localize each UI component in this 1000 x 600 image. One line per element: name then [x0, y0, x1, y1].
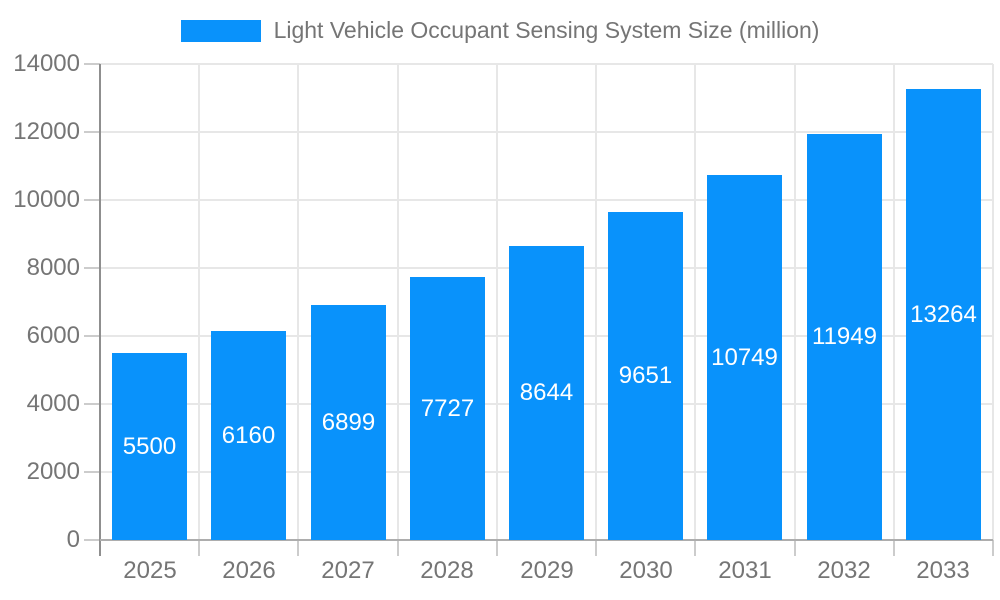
- bar[interactable]: 10749: [707, 175, 782, 540]
- bar-value-label: 8644: [519, 379, 574, 406]
- x-tick-label: 2031: [718, 557, 772, 584]
- bar-value-label: 10749: [711, 343, 778, 371]
- y-tick-label: 0: [66, 526, 80, 553]
- x-axis-line: [100, 539, 993, 541]
- gridline-vertical: [794, 64, 796, 540]
- y-axis-line: [99, 64, 101, 556]
- chart-title: Light Vehicle Occupant Sensing System Si…: [273, 17, 820, 43]
- y-tick-label: 8000: [26, 254, 80, 281]
- gridline-horizontal: [100, 131, 993, 133]
- bar-value-label: 11949: [812, 323, 877, 350]
- y-axis-tick: [84, 403, 100, 405]
- y-tick-label: 10000: [13, 186, 80, 213]
- gridline-horizontal: [100, 199, 993, 201]
- gridline-vertical: [397, 64, 399, 540]
- bar[interactable]: 8644: [509, 246, 584, 540]
- legend-swatch: [180, 19, 261, 42]
- bar[interactable]: 13264: [906, 89, 981, 540]
- gridline-horizontal: [100, 63, 993, 65]
- x-axis-tick: [397, 540, 399, 556]
- gridline-vertical: [496, 64, 498, 540]
- x-tick-label: 2027: [321, 557, 375, 584]
- bar-value-label: 6160: [221, 421, 276, 449]
- y-axis-tick: [84, 131, 100, 133]
- bar[interactable]: 7727: [410, 277, 485, 540]
- bar[interactable]: 6899: [311, 305, 386, 540]
- gridline-vertical: [198, 64, 200, 540]
- x-axis-tick: [992, 540, 994, 556]
- gridline-vertical: [992, 64, 994, 540]
- y-tick-label: 12000: [13, 118, 80, 145]
- gridline-vertical: [694, 64, 696, 540]
- y-axis-tick: [84, 267, 100, 269]
- bar[interactable]: 9651: [608, 212, 683, 540]
- x-tick-label: 2030: [619, 557, 673, 584]
- bar-value-label: 5500: [122, 432, 177, 460]
- x-axis-tick: [794, 540, 796, 556]
- x-tick-label: 2026: [222, 557, 276, 584]
- y-tick-label: 6000: [26, 322, 80, 349]
- x-tick-label: 2028: [420, 557, 474, 584]
- y-axis-tick: [84, 539, 100, 541]
- gridline-vertical: [595, 64, 597, 540]
- bar[interactable]: 6160: [211, 331, 286, 540]
- x-tick-label: 2033: [916, 557, 970, 584]
- y-axis-tick: [84, 335, 100, 337]
- x-axis-tick: [694, 540, 696, 556]
- x-axis-tick: [496, 540, 498, 556]
- y-tick-label: 2000: [26, 458, 80, 485]
- y-axis-tick: [84, 63, 100, 65]
- y-axis-tick: [84, 471, 100, 473]
- bar-value-label: 6899: [321, 408, 376, 436]
- x-tick-label: 2029: [520, 557, 574, 584]
- x-axis-tick: [297, 540, 299, 556]
- y-axis-tick: [84, 199, 100, 201]
- bar-value-label: 7727: [420, 394, 475, 422]
- y-tick-label: 4000: [26, 390, 80, 417]
- bar-value-label: 9651: [618, 362, 673, 389]
- bar[interactable]: 11949: [807, 134, 882, 540]
- x-tick-label: 2025: [123, 557, 177, 584]
- gridline-vertical: [297, 64, 299, 540]
- x-axis-tick: [595, 540, 597, 556]
- x-axis-tick: [893, 540, 895, 556]
- y-tick-label: 14000: [13, 50, 80, 77]
- legend-item[interactable]: Light Vehicle Occupant Sensing System Si…: [0, 17, 1000, 44]
- x-axis-tick: [198, 540, 200, 556]
- bar[interactable]: 5500: [112, 353, 187, 540]
- bar-value-label: 13264: [910, 300, 977, 328]
- x-tick-label: 2032: [817, 557, 871, 584]
- gridline-vertical: [893, 64, 895, 540]
